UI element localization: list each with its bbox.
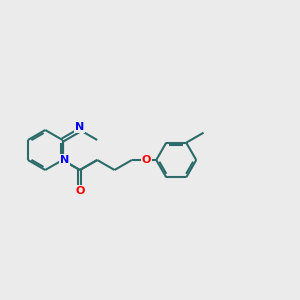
Text: O: O bbox=[142, 155, 151, 165]
Text: N: N bbox=[75, 122, 85, 132]
Text: O: O bbox=[75, 186, 85, 196]
Text: N: N bbox=[60, 155, 70, 165]
